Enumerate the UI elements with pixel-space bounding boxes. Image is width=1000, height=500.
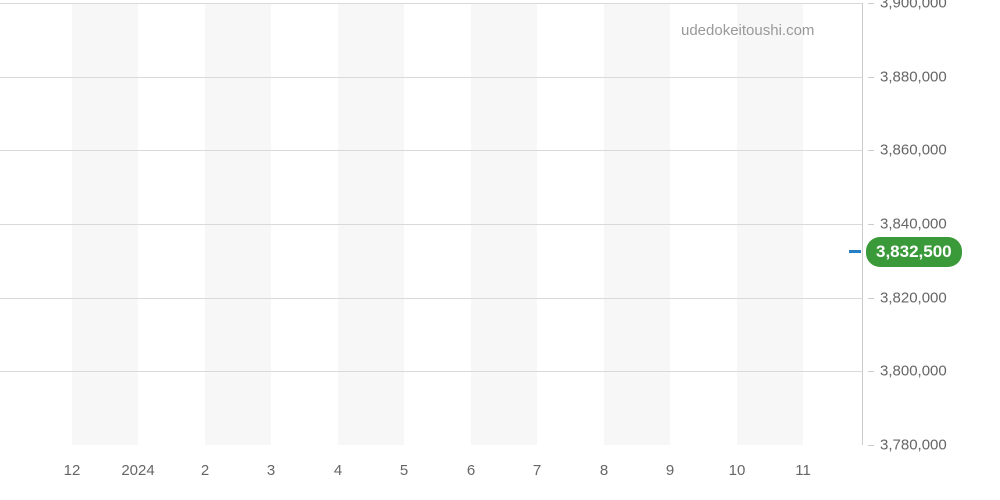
y-axis-label: 3,820,000 — [880, 289, 947, 306]
y-axis-label: 3,780,000 — [880, 437, 947, 454]
gridline — [0, 77, 862, 78]
y-tick — [868, 371, 874, 372]
price-chart: 3,780,000 3,800,000 3,820,000 3,840,000 3,86… — [0, 0, 1000, 500]
y-axis-label: 3,860,000 — [880, 142, 947, 159]
x-axis-label: 2 — [201, 462, 209, 479]
x-axis-label: 3 — [267, 462, 275, 479]
gridline — [0, 150, 862, 151]
x-axis-label: 4 — [334, 462, 342, 479]
y-tick — [868, 3, 874, 4]
y-axis-label: 3,880,000 — [880, 68, 947, 85]
y-axis-line — [862, 3, 863, 445]
gridline — [0, 298, 862, 299]
x-axis-label: 7 — [533, 462, 541, 479]
x-axis-label: 2024 — [121, 462, 154, 479]
x-axis-label: 9 — [666, 462, 674, 479]
current-price-badge: 3,832,500 — [866, 237, 962, 267]
y-tick — [868, 77, 874, 78]
gridline — [0, 224, 862, 225]
y-tick — [868, 445, 874, 446]
x-axis-label: 12 — [64, 462, 81, 479]
y-tick — [868, 150, 874, 151]
y-axis-label: 3,840,000 — [880, 216, 947, 233]
x-axis-label: 6 — [467, 462, 475, 479]
y-tick — [868, 298, 874, 299]
y-tick — [868, 224, 874, 225]
x-axis-label: 10 — [729, 462, 746, 479]
x-axis-label: 11 — [795, 462, 811, 479]
gridline — [0, 371, 862, 372]
y-axis-label: 3,900,000 — [880, 0, 947, 12]
current-price-marker — [849, 250, 861, 253]
watermark: udedokeitoushi.com — [681, 22, 814, 39]
gridline — [0, 3, 862, 4]
plot-area — [0, 3, 862, 445]
x-axis-label: 5 — [400, 462, 408, 479]
x-axis-label: 8 — [600, 462, 608, 479]
y-axis-label: 3,800,000 — [880, 363, 947, 380]
